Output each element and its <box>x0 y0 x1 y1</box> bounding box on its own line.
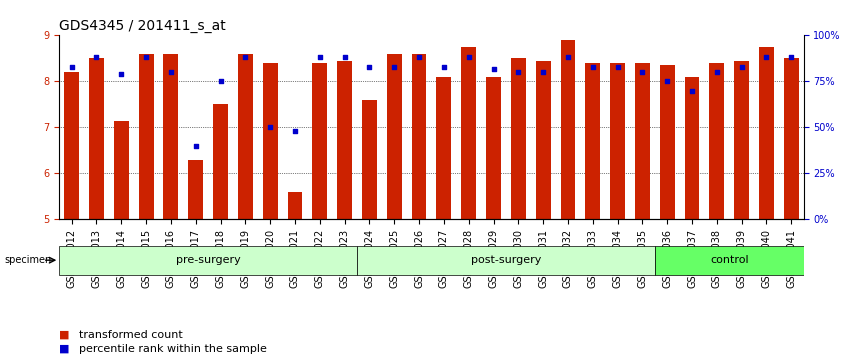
FancyBboxPatch shape <box>655 246 804 275</box>
FancyBboxPatch shape <box>59 246 357 275</box>
Point <box>735 64 749 69</box>
Bar <box>288 192 302 219</box>
Text: GDS4345 / 201411_s_at: GDS4345 / 201411_s_at <box>59 19 226 34</box>
Bar <box>437 77 451 219</box>
Bar <box>684 77 700 219</box>
Point <box>412 55 426 60</box>
Point <box>536 69 550 75</box>
Point <box>288 128 302 134</box>
Point <box>561 55 574 60</box>
Bar <box>784 58 799 219</box>
Bar <box>486 77 501 219</box>
FancyBboxPatch shape <box>357 246 655 275</box>
Bar <box>412 54 426 219</box>
Bar <box>139 54 153 219</box>
Point <box>214 79 228 84</box>
Bar <box>312 63 327 219</box>
Point <box>140 55 153 60</box>
Bar <box>561 40 575 219</box>
Point <box>65 64 79 69</box>
Point <box>363 64 376 69</box>
Bar <box>89 58 104 219</box>
Text: post-surgery: post-surgery <box>470 255 541 265</box>
Bar <box>710 63 724 219</box>
Bar <box>338 61 352 219</box>
Point <box>486 66 500 72</box>
Point <box>710 69 723 75</box>
Bar <box>213 104 228 219</box>
Bar <box>734 61 749 219</box>
Bar <box>238 54 253 219</box>
Bar <box>536 61 551 219</box>
Bar <box>114 120 129 219</box>
Point <box>114 71 128 77</box>
Point <box>760 55 773 60</box>
Point <box>313 55 327 60</box>
Bar <box>263 63 277 219</box>
Bar <box>64 72 79 219</box>
Point <box>784 55 798 60</box>
Point <box>239 55 252 60</box>
Bar <box>660 65 674 219</box>
Bar <box>759 47 774 219</box>
Bar <box>387 54 402 219</box>
Bar <box>635 63 650 219</box>
Text: control: control <box>710 255 749 265</box>
Bar <box>362 100 376 219</box>
Point <box>338 55 351 60</box>
Point <box>685 88 699 93</box>
Point <box>462 55 475 60</box>
Bar <box>189 160 203 219</box>
Text: pre-surgery: pre-surgery <box>176 255 240 265</box>
Point <box>189 143 202 149</box>
Point <box>611 64 624 69</box>
Point <box>661 79 674 84</box>
Point <box>437 64 451 69</box>
Text: transformed count: transformed count <box>79 330 183 339</box>
Point <box>263 125 277 130</box>
Point <box>635 69 649 75</box>
Bar <box>461 47 476 219</box>
Point <box>512 69 525 75</box>
Text: ■: ■ <box>59 330 69 339</box>
Bar <box>585 63 600 219</box>
Point <box>586 64 600 69</box>
Point <box>387 64 401 69</box>
Bar <box>163 54 179 219</box>
Bar <box>511 58 525 219</box>
Point <box>164 69 178 75</box>
Text: percentile rank within the sample: percentile rank within the sample <box>79 344 266 354</box>
Text: specimen: specimen <box>4 255 52 265</box>
Point <box>90 55 103 60</box>
Text: ■: ■ <box>59 344 69 354</box>
Bar <box>610 63 625 219</box>
